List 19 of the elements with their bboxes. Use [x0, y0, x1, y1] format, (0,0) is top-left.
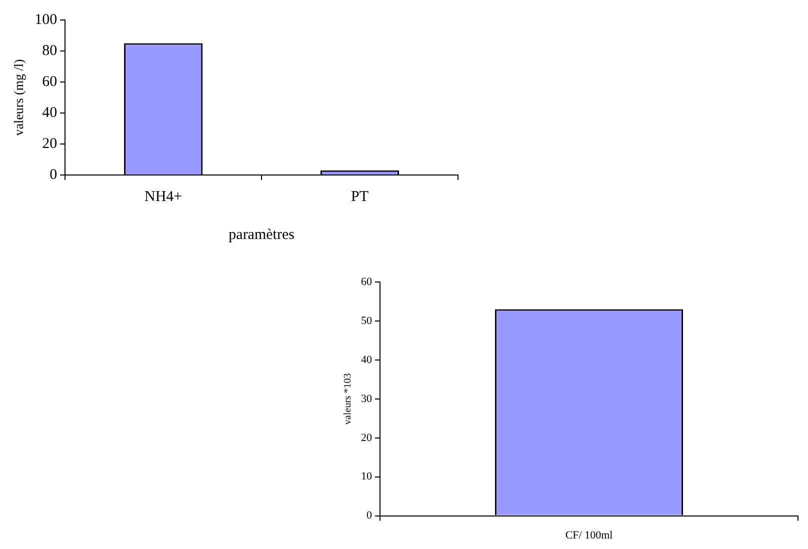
y-tick-label: 0	[366, 510, 372, 522]
x-axis-title: paramètres	[228, 226, 295, 243]
y-axis-title: valeurs *103	[342, 373, 354, 425]
y-tick-label: 40	[42, 104, 58, 121]
y-tick-label: 60	[361, 276, 372, 288]
y-tick-label: 30	[361, 392, 372, 405]
y-tick-label: 100	[34, 12, 58, 28]
y-tick-label: 0	[50, 166, 58, 183]
x-tick-label: CF/ 100ml	[565, 529, 613, 542]
x-tick-label: PT	[351, 188, 369, 205]
y-tick-label: 20	[361, 432, 372, 444]
y-tick-label: 80	[42, 42, 58, 59]
y-tick-label: 50	[361, 314, 372, 327]
y-axis-title: valeurs (mg /l)	[11, 59, 26, 136]
y-tick-label: 60	[42, 74, 58, 90]
x-tick-label: NH4+	[144, 188, 182, 205]
y-tick-label: 10	[361, 470, 372, 483]
y-tick-label: 40	[361, 354, 372, 366]
y-tick-label: 20	[42, 136, 58, 152]
